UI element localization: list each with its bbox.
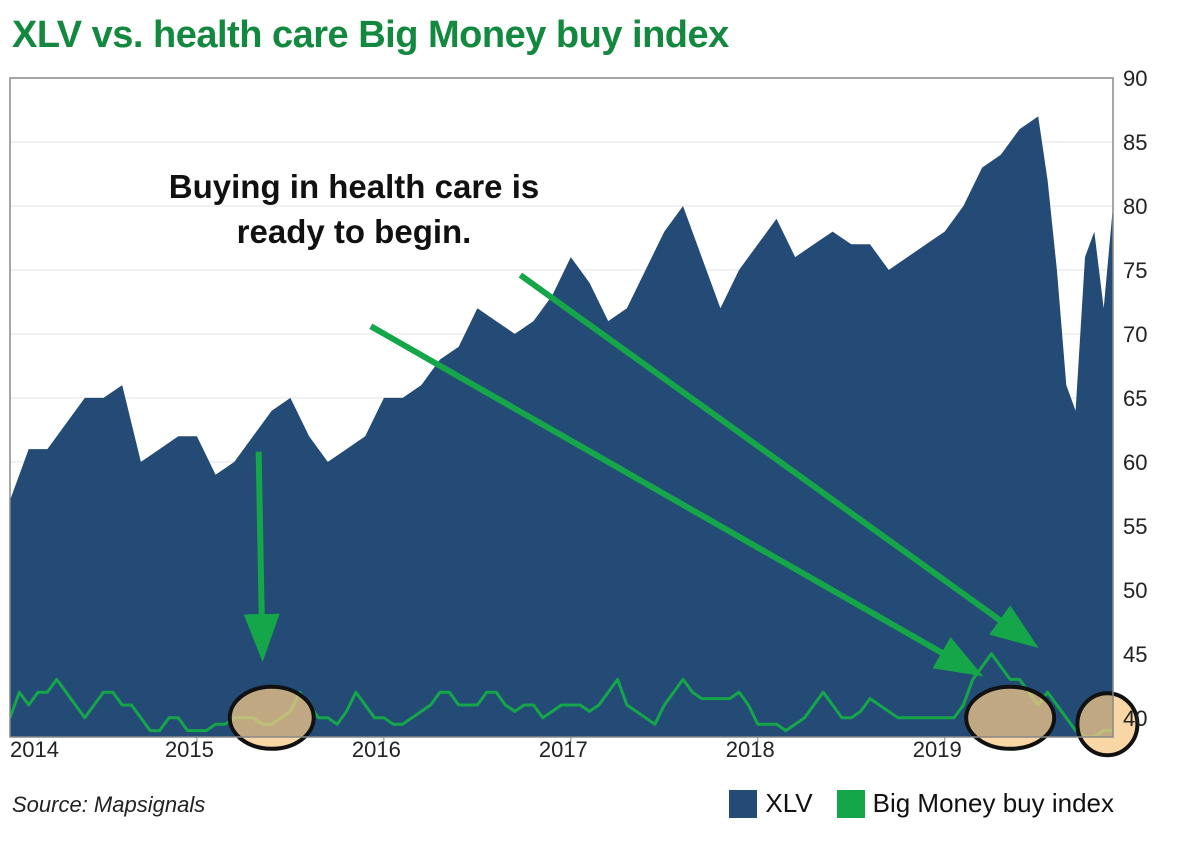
xlv-area [10, 116, 1113, 737]
y-axis-ticks: 90 85 80 75 70 65 60 55 50 45 40 [1123, 66, 1147, 731]
annotation-line-2: ready to begin. [237, 213, 472, 250]
y-tick-label: 75 [1123, 258, 1147, 283]
legend-swatch-xlv [729, 789, 758, 818]
legend-item-xlv: XLV [729, 788, 813, 819]
highlight-circle-1 [227, 684, 316, 751]
big-money-line [10, 652, 1113, 737]
y-tick-label: 60 [1123, 450, 1147, 475]
legend-label-xlv: XLV [765, 788, 813, 818]
chart-title: XLV vs. health care Big Money buy index [12, 14, 729, 56]
annotation-line-1: Buying in health care is [169, 168, 539, 205]
x-tick-label: 2016 [352, 737, 401, 762]
xlv-series [10, 116, 1113, 737]
y-tick-label: 70 [1123, 322, 1147, 347]
y-tick-label: 65 [1123, 386, 1147, 411]
y-tick-label: 55 [1123, 514, 1147, 539]
legend-item-big-money: Big Money buy index [836, 788, 1114, 819]
x-tick-label: 2018 [726, 737, 775, 762]
y-tick-label: 85 [1123, 130, 1147, 155]
x-tick-label: 2015 [165, 737, 214, 762]
legend: XLV Big Money buy index [713, 788, 1114, 819]
x-tick-label: 2014 [10, 737, 59, 762]
highlight-circle-2 [964, 684, 1057, 751]
annotation-arrows [243, 272, 1039, 677]
y-tick-label: 50 [1123, 578, 1147, 603]
y-tick-label: 40 [1123, 706, 1147, 731]
annotation-arrow-1 [243, 451, 280, 662]
y-tick-label: 45 [1123, 642, 1147, 667]
x-axis-ticks: 2014 2015 2016 2017 2018 2019 [10, 737, 962, 762]
x-tick-label: 2017 [539, 737, 588, 762]
big-money-series [10, 652, 1113, 737]
y-tick-label: 80 [1123, 194, 1147, 219]
plot-border [9, 77, 1114, 738]
x-tick-label: 2019 [913, 737, 962, 762]
annotation-arrow-2 [369, 323, 984, 677]
legend-label-big-money: Big Money buy index [872, 788, 1114, 818]
source-note: Source: Mapsignals [12, 792, 206, 817]
annotation-arrow-3 [518, 272, 1039, 649]
y-tick-label: 90 [1123, 66, 1147, 91]
highlight-circles [227, 684, 1140, 758]
highlight-circle-3 [1075, 691, 1140, 758]
legend-swatch-big-money [836, 789, 865, 818]
